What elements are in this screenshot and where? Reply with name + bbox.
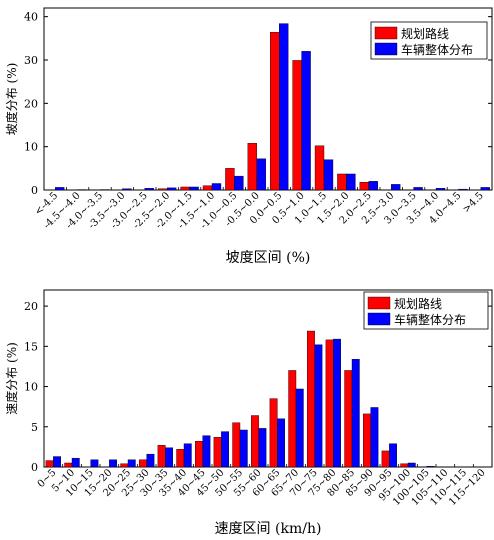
bar-fleet-2 [90,459,99,468]
y-tick-label: 10 [24,381,38,394]
bar-fleet-14 [368,181,378,191]
y-tick-label: 0 [31,461,38,474]
bar-fleet-9 [221,431,230,468]
bar-fleet-6 [165,447,174,468]
bar-fleet-7 [183,443,192,468]
bar-fleet-6 [189,186,199,191]
bar-fleet-14 [314,344,323,468]
x-axis-title: 坡度区间 (%) [226,250,311,266]
slope-distribution-chart: 010203040<-4.5-4.5~-4.0-4.0~-3.5-3.5~-3.… [4,7,493,266]
bar-fleet-12 [277,418,285,468]
bar-fleet-12 [323,159,334,191]
legend-swatch-plan [367,296,391,310]
bar-plan-7 [202,185,213,191]
bar-fleet-8 [202,435,211,468]
bar-plan-10 [270,32,280,191]
bar-fleet-5 [166,187,177,191]
bar-fleet-0 [55,187,65,191]
legend-swatch-plan [374,26,398,40]
bar-plan-9 [247,142,257,191]
bar-fleet-8 [234,175,244,191]
y-tick-label: 20 [24,300,38,313]
legend-label-fleet: 车辆整体分布 [394,312,466,327]
bar-fleet-18 [458,188,468,191]
bar-plan-8 [194,441,203,468]
bar-fleet-10 [279,23,289,191]
bar-fleet-19 [480,187,490,191]
bar-fleet-0 [53,456,62,468]
bar-plan-15 [325,339,334,468]
bar-plan-7 [176,449,185,468]
y-tick-label: 40 [24,11,38,24]
legend-label-fleet: 车辆整体分布 [401,42,473,57]
bar-plan-1 [64,462,73,468]
bar-fleet-17 [435,188,446,191]
bar-fleet-18 [389,443,397,468]
bar-plan-11 [250,415,259,468]
bar-fleet-11 [301,51,311,191]
bar-plan-12 [314,145,325,191]
bar-plan-5 [138,459,147,468]
legend-label-plan: 规划路线 [394,296,442,311]
legend-swatch-fleet [374,42,398,56]
bar-plan-16 [344,370,353,468]
y-tick-label: 10 [24,141,38,154]
bar-plan-11 [292,60,302,191]
bar-fleet-1 [71,457,80,468]
x-tick-label: >4.5 [461,190,486,215]
bar-plan-13 [337,173,347,191]
y-axis-title: 速度分布 (%) [4,342,19,415]
bar-plan-0 [45,460,54,468]
bar-fleet-3 [109,459,118,468]
bar-plan-17 [363,413,371,468]
bar-fleet-17 [370,407,379,468]
y-tick-label: 20 [24,97,38,110]
legend-label-plan: 规划路线 [401,26,449,41]
bar-fleet-5 [146,453,155,468]
x-axis-title: 速度区间 (km/h) [215,521,322,537]
legend-swatch-fleet [367,312,391,326]
bar-plan-10 [232,422,241,468]
bar-fleet-19 [407,462,416,468]
bar-fleet-15 [333,338,341,468]
bar-fleet-9 [256,158,266,191]
y-axis-title: 坡度分布 (%) [4,63,19,136]
bar-fleet-11 [258,428,267,468]
bar-plan-12 [269,398,278,468]
bar-plan-6 [180,186,190,191]
bar-fleet-15 [391,184,401,191]
bar-plan-14 [307,330,315,468]
bar-fleet-7 [211,183,222,191]
bar-fleet-16 [351,358,360,468]
bar-plan-18 [381,450,390,468]
bar-plan-4 [120,463,129,468]
bar-fleet-13 [346,173,356,191]
bar-fleet-4 [127,459,136,468]
y-tick-label: 0 [31,184,38,197]
y-tick-label: 15 [24,340,38,353]
bar-plan-9 [213,437,222,468]
bar-fleet-20 [426,465,435,468]
bar-fleet-4 [144,188,154,191]
bar-plan-8 [225,168,235,191]
bar-plan-19 [400,463,409,468]
speed-distribution-chart: 051015200~55~1010~1515~2020~2525~3030~35… [4,289,493,537]
bar-fleet-10 [239,429,248,468]
y-tick-label: 5 [31,421,38,434]
bar-plan-13 [288,370,297,468]
bar-plan-5 [158,188,168,191]
bar-plan-6 [157,445,166,468]
bar-fleet-16 [413,187,423,191]
bar-fleet-13 [295,388,304,468]
y-tick-label: 30 [24,54,38,67]
bar-fleet-3 [122,188,132,191]
bar-plan-14 [359,181,369,191]
